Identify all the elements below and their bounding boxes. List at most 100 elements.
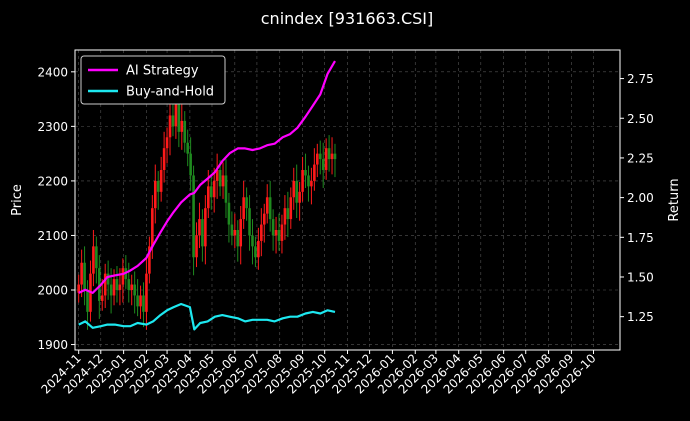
- candle-body: [106, 273, 110, 285]
- candle-body: [227, 202, 231, 225]
- candle-body: [145, 273, 148, 312]
- right-tick-label: 2.25: [627, 151, 654, 165]
- candle-body: [286, 208, 290, 220]
- candle-body: [195, 235, 198, 258]
- candle-body: [98, 268, 101, 301]
- candle-body: [257, 240, 260, 258]
- candle-body: [127, 279, 131, 290]
- candle-body: [156, 180, 160, 192]
- candle-body: [165, 137, 169, 149]
- candle-body: [86, 290, 89, 312]
- candle-body: [177, 104, 181, 132]
- right-tick-label: 1.50: [627, 270, 654, 284]
- candle-body: [109, 284, 113, 296]
- candle-body: [295, 180, 298, 203]
- series-line-buy-and-hold: [78, 302, 336, 331]
- candle-body: [274, 230, 278, 236]
- candle-body: [289, 197, 293, 220]
- legend: AI Strategy Buy-and-Hold: [80, 55, 226, 105]
- candle-body: [212, 180, 216, 198]
- candle-body: [236, 230, 240, 247]
- candle-body: [115, 279, 119, 290]
- candle-body: [159, 170, 163, 192]
- candle-body: [103, 273, 107, 296]
- candle-body: [171, 115, 175, 127]
- candle-body: [298, 191, 301, 203]
- candle-body: [83, 262, 86, 290]
- candle-body: [153, 180, 157, 209]
- candle-body: [151, 208, 154, 247]
- candle-body: [292, 180, 296, 198]
- candle-body: [239, 219, 243, 247]
- right-axis-label: Return: [667, 178, 682, 221]
- candle-body: [204, 208, 207, 247]
- candle-body: [221, 175, 225, 187]
- left-tick-label: 2300: [37, 120, 68, 134]
- left-tick-label: 2000: [37, 284, 68, 298]
- candle-body: [307, 175, 310, 187]
- candle-body: [262, 213, 266, 225]
- left-axis-label: Price: [10, 184, 25, 216]
- left-tick-label: 2100: [37, 229, 68, 243]
- right-tick-label: 1.75: [627, 231, 654, 245]
- candle-body: [333, 153, 337, 160]
- right-tick-label: 2.75: [627, 72, 654, 86]
- candle-body: [251, 235, 254, 247]
- right-axis-ticks: 1.25 1.50 1.75 2.00 2.25 2.50 2.75: [620, 72, 654, 324]
- candle-body: [265, 197, 269, 214]
- candle-body: [112, 279, 116, 296]
- candle-body: [162, 148, 166, 170]
- chart-title: cnindex [931663.CSI]: [261, 9, 434, 28]
- candle-body: [186, 142, 189, 154]
- candle-body: [268, 197, 272, 220]
- candle-body: [92, 246, 95, 274]
- candle-body: [100, 295, 104, 301]
- candle-body: [133, 284, 136, 296]
- candle-body: [260, 224, 263, 241]
- candle-body: [139, 295, 142, 307]
- candle-body: [218, 170, 222, 187]
- legend-label: AI Strategy: [126, 64, 199, 79]
- candle-body: [148, 246, 151, 274]
- candle-body: [324, 148, 328, 170]
- candle-body: [318, 153, 322, 160]
- candle-body: [77, 284, 80, 293]
- candle-body: [327, 148, 331, 160]
- candle-body: [118, 284, 122, 290]
- candle-body: [321, 159, 325, 170]
- candle-body: [304, 170, 307, 176]
- candle-body: [121, 268, 125, 285]
- candle-body: [280, 224, 284, 241]
- left-tick-label: 2200: [37, 174, 68, 188]
- candle-body: [313, 164, 316, 181]
- left-tick-label: 2400: [37, 65, 68, 79]
- candle-body: [283, 208, 287, 225]
- right-tick-label: 2.00: [627, 191, 654, 205]
- candle-body: [209, 186, 213, 198]
- candle-body: [180, 120, 184, 132]
- candle-body: [189, 153, 192, 176]
- candle-body: [230, 224, 234, 236]
- candle-body: [248, 208, 251, 236]
- left-axis-ticks: 1900 2000 2100 2200 2300 2400: [37, 65, 75, 352]
- right-tick-label: 2.50: [627, 112, 654, 126]
- series-line-ai-strategy: [78, 60, 336, 294]
- candle-body: [271, 219, 275, 236]
- candle-body: [142, 295, 145, 312]
- candle-body: [80, 262, 83, 285]
- candle-body: [242, 197, 245, 220]
- candle-body: [198, 219, 201, 236]
- candle-body: [136, 295, 139, 307]
- candle-body: [201, 219, 204, 247]
- candle-body: [174, 104, 178, 127]
- candle-body: [245, 197, 248, 209]
- candle-body: [95, 246, 98, 269]
- candle-body: [215, 170, 219, 181]
- candle-body: [316, 153, 319, 165]
- candle-body: [130, 284, 134, 290]
- left-tick-label: 1900: [37, 338, 68, 352]
- candle-body: [183, 120, 187, 143]
- candle-body: [233, 230, 237, 236]
- candle-body: [277, 230, 281, 241]
